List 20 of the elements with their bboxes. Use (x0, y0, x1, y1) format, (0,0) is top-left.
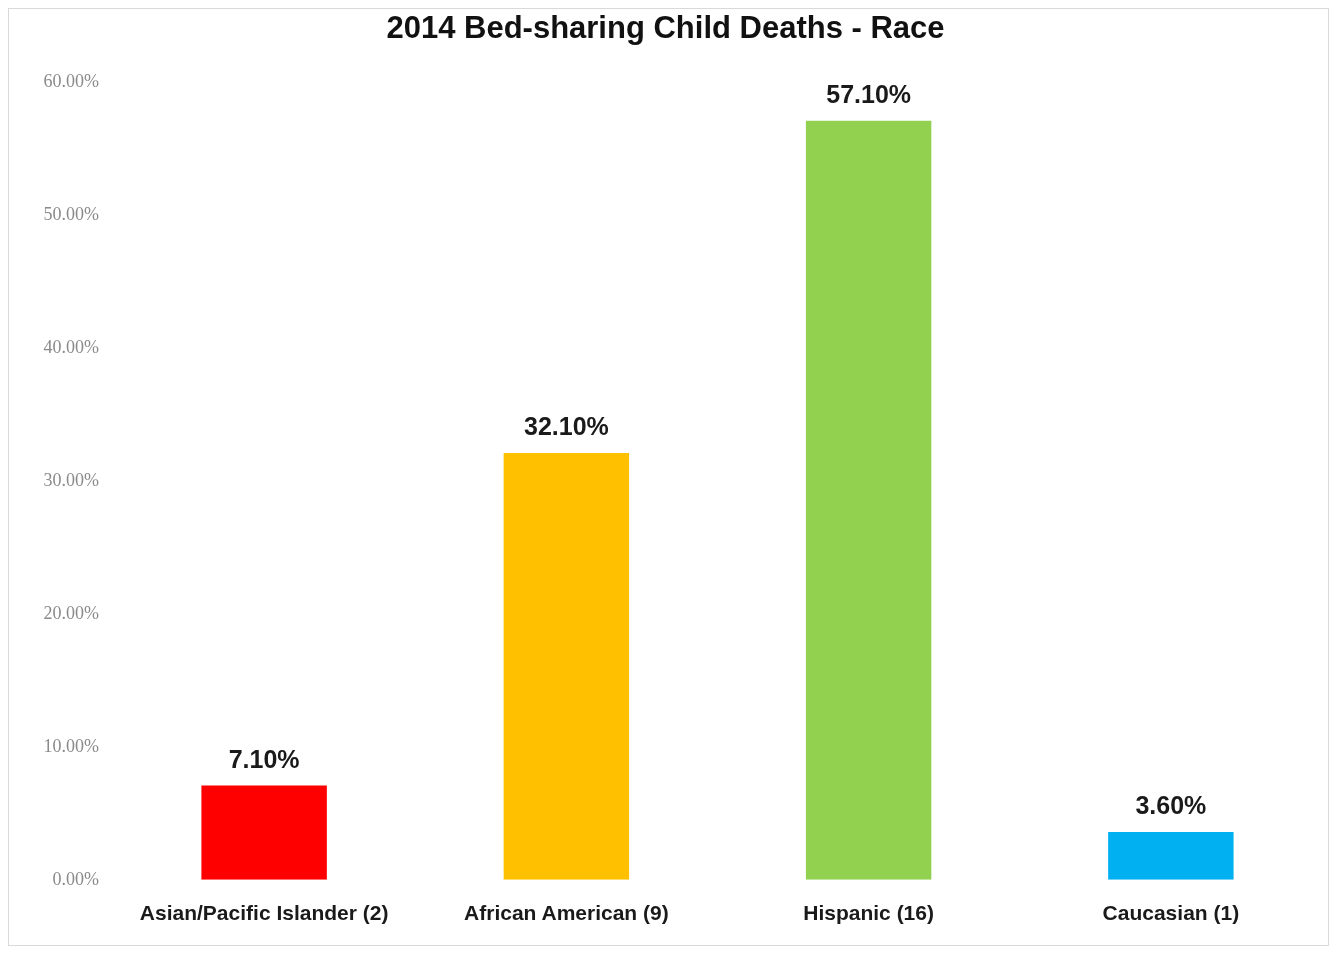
y-tick-label: 30.00% (43, 469, 99, 490)
bar (503, 453, 630, 880)
y-tick-label: 40.00% (43, 336, 99, 357)
y-tick-label: 0.00% (52, 868, 99, 889)
y-tick-label: 60.00% (43, 70, 99, 91)
data-label: 32.10% (523, 412, 609, 441)
y-tick-label: 50.00% (43, 203, 99, 224)
bar (805, 120, 932, 880)
x-tick-label: Asian/Pacific Islander (2) (139, 901, 389, 925)
bar (201, 785, 327, 880)
x-tick-label: African American (9) (464, 901, 669, 925)
data-label: 57.10% (826, 80, 912, 109)
x-tick-label: Caucasian (1) (1102, 901, 1240, 925)
y-tick-label: 20.00% (43, 602, 99, 623)
y-tick-label: 10.00% (43, 735, 99, 756)
chart-title: 2014 Bed-sharing Child Deaths - Race (386, 10, 945, 46)
bar (1108, 831, 1234, 880)
data-label: 3.60% (1135, 791, 1207, 820)
x-tick-label: Hispanic (16) (803, 901, 934, 925)
data-label: 7.10% (228, 744, 300, 773)
